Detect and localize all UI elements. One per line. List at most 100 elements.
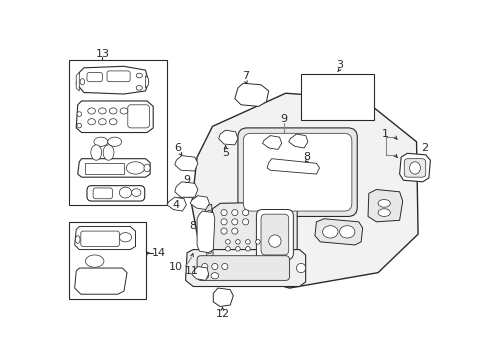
Ellipse shape: [409, 162, 420, 174]
Polygon shape: [167, 197, 186, 211]
Ellipse shape: [242, 219, 248, 225]
Ellipse shape: [221, 210, 226, 216]
Ellipse shape: [231, 228, 238, 234]
Polygon shape: [76, 72, 79, 91]
Text: 13: 13: [95, 49, 109, 59]
Ellipse shape: [235, 239, 240, 244]
FancyBboxPatch shape: [238, 128, 357, 216]
Polygon shape: [213, 288, 233, 306]
Ellipse shape: [201, 273, 208, 279]
Ellipse shape: [99, 119, 106, 125]
Ellipse shape: [207, 218, 211, 222]
Ellipse shape: [136, 73, 142, 78]
Polygon shape: [218, 130, 238, 145]
FancyBboxPatch shape: [87, 72, 102, 82]
Ellipse shape: [255, 239, 260, 244]
Ellipse shape: [211, 264, 218, 270]
Ellipse shape: [99, 108, 106, 114]
Bar: [68, 222, 145, 299]
Ellipse shape: [339, 226, 354, 238]
Ellipse shape: [131, 189, 141, 197]
Ellipse shape: [231, 219, 238, 225]
Polygon shape: [367, 189, 402, 222]
Polygon shape: [399, 153, 429, 182]
FancyBboxPatch shape: [261, 214, 288, 255]
FancyBboxPatch shape: [87, 186, 144, 201]
Ellipse shape: [231, 210, 238, 216]
FancyBboxPatch shape: [256, 210, 293, 260]
Ellipse shape: [126, 162, 144, 174]
Text: 6: 6: [174, 143, 181, 153]
Ellipse shape: [296, 264, 305, 273]
Ellipse shape: [202, 264, 207, 270]
Ellipse shape: [119, 187, 131, 198]
Ellipse shape: [225, 247, 230, 251]
Polygon shape: [262, 136, 281, 149]
Text: 10: 10: [169, 261, 183, 271]
Polygon shape: [174, 182, 198, 197]
Text: 8: 8: [189, 221, 196, 231]
Ellipse shape: [119, 233, 131, 242]
FancyBboxPatch shape: [197, 256, 289, 280]
Ellipse shape: [77, 112, 81, 116]
Polygon shape: [234, 83, 268, 106]
Ellipse shape: [245, 239, 250, 244]
Polygon shape: [288, 134, 307, 148]
Bar: [85, 163, 123, 174]
Ellipse shape: [207, 226, 211, 230]
Polygon shape: [314, 219, 362, 245]
Ellipse shape: [225, 239, 230, 244]
Ellipse shape: [242, 210, 248, 216]
Ellipse shape: [235, 247, 240, 251]
Ellipse shape: [207, 249, 211, 253]
Polygon shape: [145, 76, 148, 88]
Polygon shape: [210, 202, 297, 265]
Text: 7: 7: [242, 71, 249, 81]
Text: 14: 14: [151, 248, 165, 258]
FancyBboxPatch shape: [81, 231, 119, 247]
Ellipse shape: [210, 273, 218, 279]
FancyBboxPatch shape: [404, 159, 425, 177]
Ellipse shape: [377, 209, 389, 216]
Ellipse shape: [207, 210, 211, 215]
Polygon shape: [75, 226, 135, 249]
Polygon shape: [185, 249, 305, 287]
Polygon shape: [174, 156, 198, 171]
Ellipse shape: [85, 255, 104, 267]
Ellipse shape: [77, 123, 81, 128]
Polygon shape: [78, 159, 150, 177]
Polygon shape: [197, 211, 214, 253]
Text: 5: 5: [222, 148, 228, 158]
Text: 1: 1: [382, 129, 388, 139]
Polygon shape: [76, 66, 148, 94]
Text: 9: 9: [280, 114, 287, 123]
Text: 12: 12: [215, 309, 229, 319]
Text: 3: 3: [335, 60, 343, 70]
FancyBboxPatch shape: [127, 105, 149, 128]
Polygon shape: [205, 204, 213, 265]
Ellipse shape: [120, 108, 127, 114]
Text: 9: 9: [183, 175, 190, 185]
Polygon shape: [75, 268, 127, 294]
Ellipse shape: [136, 86, 142, 90]
Ellipse shape: [322, 226, 337, 238]
Ellipse shape: [109, 119, 117, 125]
Ellipse shape: [75, 236, 80, 243]
Ellipse shape: [377, 199, 389, 207]
Polygon shape: [76, 101, 153, 132]
Ellipse shape: [80, 78, 84, 85]
Bar: [301, 74, 373, 120]
Text: 4: 4: [172, 200, 180, 210]
Ellipse shape: [143, 164, 150, 172]
Polygon shape: [191, 93, 417, 288]
Ellipse shape: [91, 145, 102, 160]
Ellipse shape: [207, 233, 211, 238]
Bar: [68, 60, 167, 205]
Ellipse shape: [87, 119, 95, 125]
Polygon shape: [190, 195, 209, 210]
Ellipse shape: [207, 241, 211, 246]
Ellipse shape: [245, 247, 250, 251]
Text: 11: 11: [184, 266, 198, 276]
Polygon shape: [266, 159, 319, 174]
Polygon shape: [191, 266, 208, 280]
